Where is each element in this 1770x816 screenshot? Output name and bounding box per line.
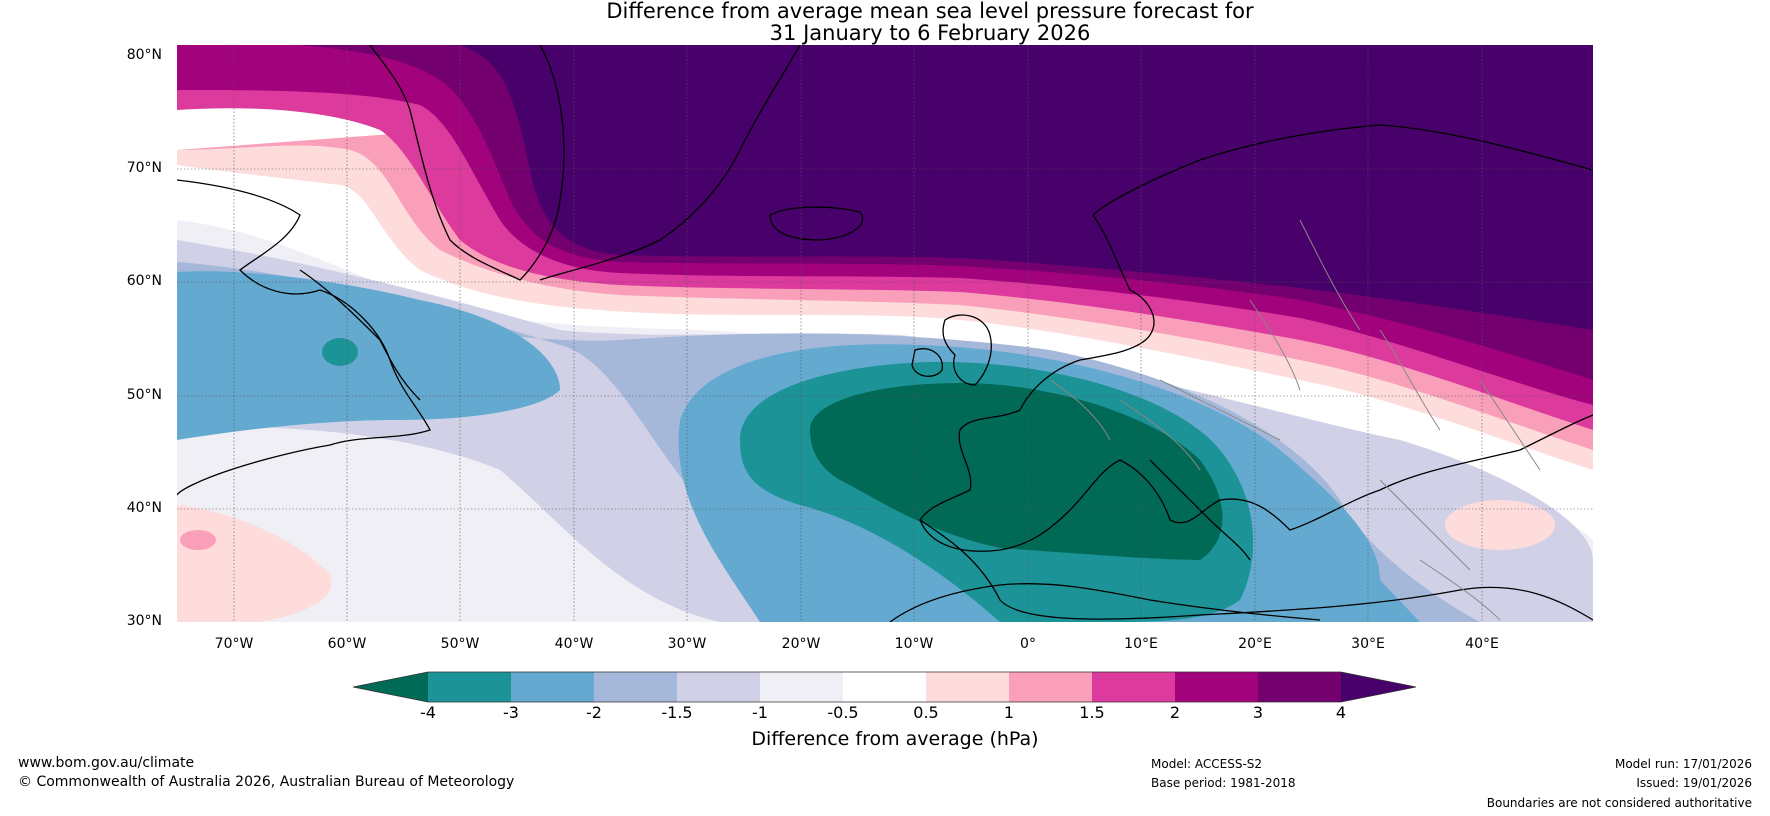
footer-website: www.bom.gov.au/climate — [18, 755, 195, 771]
footer-model-run: Model run: 17/01/2026 — [1614, 757, 1752, 771]
lon-label-10e: 10°E — [1124, 636, 1158, 652]
colorbar-tick: 3 — [1252, 703, 1264, 722]
lat-label-80n: 80°N — [126, 47, 162, 63]
colorbar-tick: 2 — [1169, 703, 1181, 722]
iceland-coastline — [769, 206, 864, 241]
lat-label-50n: 50°N — [126, 387, 162, 403]
lon-label-0: 0° — [1020, 636, 1036, 652]
lat-label-60n: 60°N — [126, 273, 162, 289]
colorbar-tick: 0.5 — [913, 703, 939, 722]
lat-label-30n: 30°N — [126, 613, 162, 629]
anomaly-patch-plus-0-5-east — [1445, 500, 1555, 550]
anomaly-band-plus-4 — [460, 45, 1593, 330]
lon-label-30e: 30°E — [1351, 636, 1385, 652]
country-borders — [1049, 219, 1541, 621]
colorbar-tick: -0.5 — [827, 703, 859, 722]
footer-copyright: © Commonwealth of Australia 2026, Austra… — [18, 774, 515, 790]
footer-disclaimer: Boundaries are not considered authoritat… — [1486, 796, 1752, 810]
anomaly-patch-plus-0-5-sw — [177, 505, 332, 622]
colorbar-tick: -4 — [420, 703, 436, 722]
lon-label-50w: 50°W — [440, 636, 480, 652]
lon-label-40e: 40°E — [1465, 636, 1499, 652]
lon-label-40w: 40°W — [554, 636, 594, 652]
colorbar-tick: 1 — [1003, 703, 1015, 722]
greenland-east-coastline — [539, 45, 801, 281]
footer-model: Model: ACCESS-S2 — [1151, 757, 1263, 771]
anomaly-band-minus-4 — [810, 383, 1223, 560]
colorbar-tick: -2 — [586, 703, 602, 722]
lat-label-40n: 40°N — [126, 500, 162, 516]
footer-base-period: Base period: 1981-2018 — [1151, 776, 1296, 790]
lat-label-70n: 70°N — [126, 160, 162, 176]
labrador-coastline — [299, 269, 421, 401]
footer-issued: Issued: 19/01/2026 — [1636, 776, 1752, 790]
colorbar-tick: 1.5 — [1079, 703, 1105, 722]
map-title-line-2: 31 January to 6 February 2026 — [769, 21, 1091, 45]
greenland-coastline — [369, 45, 565, 281]
europe-coastline — [919, 214, 1593, 552]
colorbar-tick: 4 — [1335, 703, 1347, 722]
colorbar-label: Difference from average (hPa) — [751, 728, 1039, 750]
colorbar-tick: -1.5 — [661, 703, 693, 722]
north-africa-coastline — [889, 583, 1321, 622]
lon-label-70w: 70°W — [214, 636, 254, 652]
lon-label-10w: 10°W — [894, 636, 934, 652]
british-isles-coastline — [942, 314, 992, 386]
anomaly-patch-plus-1-sw — [180, 530, 216, 550]
lon-label-30w: 30°W — [667, 636, 707, 652]
map-title-line-1: Difference from average mean sea level p… — [606, 0, 1254, 23]
colorbar-tick: -3 — [503, 703, 519, 722]
anomaly-band-minus-2 — [177, 271, 560, 440]
lon-label-60w: 60°W — [327, 636, 367, 652]
italy-coastline — [1149, 459, 1251, 561]
lon-label-20e: 20°E — [1238, 636, 1272, 652]
scandinavia-coastline — [1092, 124, 1593, 216]
newfoundland-minus-3 — [322, 338, 358, 366]
colorbar-tick: -1 — [752, 703, 768, 722]
ireland-coastline — [911, 348, 943, 377]
lon-label-20w: 20°W — [781, 636, 821, 652]
